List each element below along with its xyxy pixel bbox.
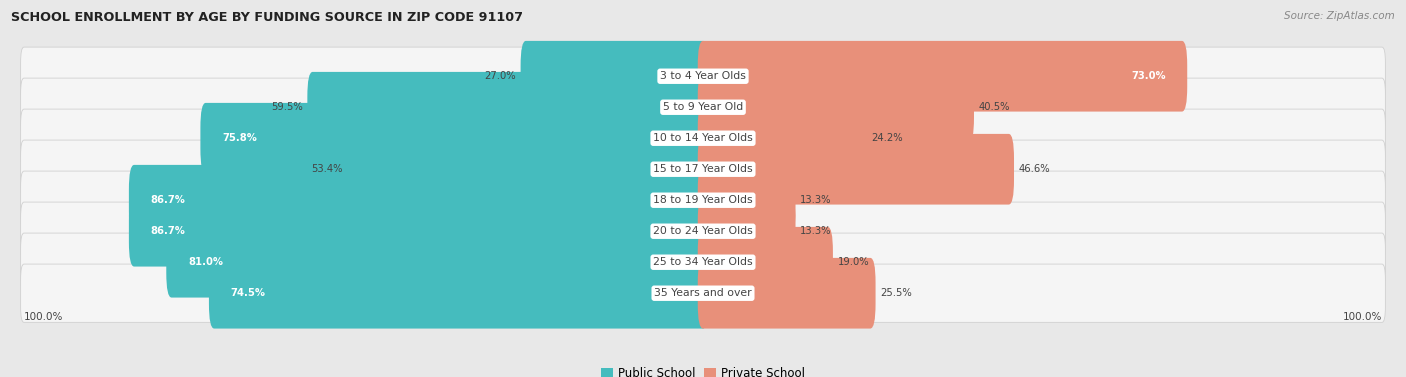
FancyBboxPatch shape: [209, 258, 709, 329]
Text: 25 to 34 Year Olds: 25 to 34 Year Olds: [654, 257, 752, 267]
FancyBboxPatch shape: [697, 41, 1187, 112]
FancyBboxPatch shape: [347, 134, 709, 205]
FancyBboxPatch shape: [21, 171, 1385, 229]
Legend: Public School, Private School: Public School, Private School: [600, 367, 806, 377]
Text: 100.0%: 100.0%: [24, 313, 63, 322]
FancyBboxPatch shape: [697, 227, 832, 297]
Text: 19.0%: 19.0%: [838, 257, 869, 267]
FancyBboxPatch shape: [21, 264, 1385, 322]
FancyBboxPatch shape: [697, 258, 876, 329]
Text: 86.7%: 86.7%: [150, 195, 186, 205]
Text: SCHOOL ENROLLMENT BY AGE BY FUNDING SOURCE IN ZIP CODE 91107: SCHOOL ENROLLMENT BY AGE BY FUNDING SOUR…: [11, 11, 523, 24]
Text: 15 to 17 Year Olds: 15 to 17 Year Olds: [654, 164, 752, 174]
FancyBboxPatch shape: [697, 72, 974, 143]
Text: 18 to 19 Year Olds: 18 to 19 Year Olds: [654, 195, 752, 205]
FancyBboxPatch shape: [21, 233, 1385, 291]
Text: 27.0%: 27.0%: [485, 71, 516, 81]
Text: 13.3%: 13.3%: [800, 195, 831, 205]
FancyBboxPatch shape: [129, 165, 709, 236]
Text: 86.7%: 86.7%: [150, 226, 186, 236]
FancyBboxPatch shape: [697, 196, 796, 267]
FancyBboxPatch shape: [129, 196, 709, 267]
FancyBboxPatch shape: [697, 103, 868, 173]
FancyBboxPatch shape: [201, 103, 709, 173]
FancyBboxPatch shape: [21, 109, 1385, 167]
Text: 24.2%: 24.2%: [872, 133, 903, 143]
Text: 73.0%: 73.0%: [1130, 71, 1166, 81]
Text: 46.6%: 46.6%: [1018, 164, 1050, 174]
FancyBboxPatch shape: [520, 41, 709, 112]
Text: 13.3%: 13.3%: [800, 226, 831, 236]
FancyBboxPatch shape: [21, 47, 1385, 106]
FancyBboxPatch shape: [697, 134, 1014, 205]
Text: 20 to 24 Year Olds: 20 to 24 Year Olds: [654, 226, 752, 236]
Text: 74.5%: 74.5%: [231, 288, 266, 298]
Text: 10 to 14 Year Olds: 10 to 14 Year Olds: [654, 133, 752, 143]
Text: Source: ZipAtlas.com: Source: ZipAtlas.com: [1284, 11, 1395, 21]
FancyBboxPatch shape: [21, 78, 1385, 136]
Text: 40.5%: 40.5%: [979, 102, 1010, 112]
Text: 59.5%: 59.5%: [271, 102, 302, 112]
Text: 100.0%: 100.0%: [1343, 313, 1382, 322]
Text: 81.0%: 81.0%: [188, 257, 224, 267]
FancyBboxPatch shape: [697, 165, 796, 236]
Text: 53.4%: 53.4%: [311, 164, 343, 174]
Text: 75.8%: 75.8%: [222, 133, 257, 143]
Text: 25.5%: 25.5%: [880, 288, 912, 298]
Text: 35 Years and over: 35 Years and over: [654, 288, 752, 298]
FancyBboxPatch shape: [21, 202, 1385, 261]
FancyBboxPatch shape: [21, 140, 1385, 198]
Text: 3 to 4 Year Olds: 3 to 4 Year Olds: [659, 71, 747, 81]
FancyBboxPatch shape: [308, 72, 709, 143]
Text: 5 to 9 Year Old: 5 to 9 Year Old: [662, 102, 744, 112]
FancyBboxPatch shape: [166, 227, 709, 297]
